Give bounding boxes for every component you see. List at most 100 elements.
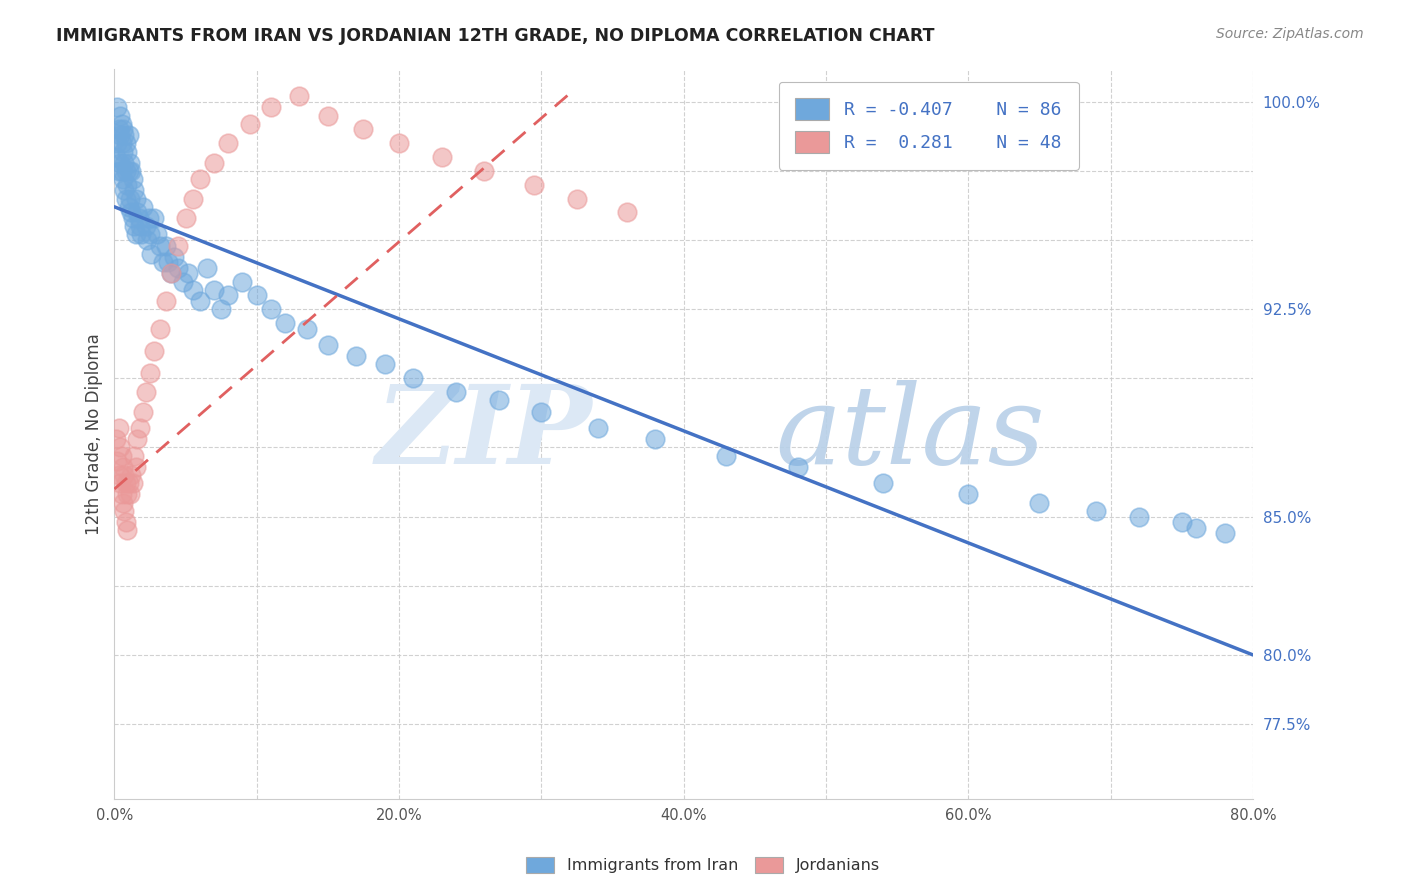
Point [288,89,311,103]
Point [353,122,375,136]
Point [124,449,146,463]
Point [523,178,546,192]
Point [110,164,132,178]
Point [430,150,453,164]
Point [108,128,131,142]
Point [127,432,149,446]
Point [115,178,138,192]
Text: Source: ZipAtlas.com: Source: ZipAtlas.com [1216,27,1364,41]
Point [104,432,127,446]
Point [1213,526,1236,541]
Point [167,260,190,275]
Point [104,150,127,164]
Point [112,504,135,518]
Y-axis label: 12th Grade, No Diploma: 12th Grade, No Diploma [86,333,103,534]
Point [444,385,467,400]
Point [217,288,239,302]
Point [132,404,155,418]
Point [124,219,146,234]
Point [114,136,136,151]
Point [121,205,143,219]
Point [872,476,894,491]
Point [231,275,253,289]
Point [143,343,166,358]
Text: ZIP: ZIP [375,380,592,487]
Point [112,155,135,169]
Text: IMMIGRANTS FROM IRAN VS JORDANIAN 12TH GRADE, NO DIPLOMA CORRELATION CHART: IMMIGRANTS FROM IRAN VS JORDANIAN 12TH G… [56,27,935,45]
Point [120,155,142,169]
Point [374,358,396,372]
Point [107,421,129,435]
Point [122,172,145,186]
Point [177,266,200,280]
Point [136,233,159,247]
Point [588,421,610,435]
Text: atlas: atlas [775,380,1045,487]
Point [110,117,132,131]
Point [108,155,131,169]
Point [157,255,180,269]
Point [163,250,186,264]
Point [149,238,172,252]
Point [139,227,162,242]
Point [108,476,131,491]
Point [260,100,283,114]
Point [146,227,169,242]
Point [105,136,128,151]
Point [112,468,135,483]
Point [239,117,262,131]
Point [246,288,269,302]
Point [274,316,297,330]
Point [530,404,553,418]
Point [135,219,157,234]
Point [114,476,136,491]
Point [202,155,225,169]
Point [181,283,204,297]
Point [1128,509,1150,524]
Point [110,449,132,463]
Point [139,366,162,380]
Point [644,432,666,446]
Point [111,145,134,159]
Point [114,192,136,206]
Legend: R = -0.407    N = 86, R =  0.281    N = 48: R = -0.407 N = 86, R = 0.281 N = 48 [779,81,1078,169]
Point [616,205,638,219]
Point [107,122,129,136]
Point [125,192,148,206]
Point [152,255,174,269]
Point [125,227,148,242]
Point [115,487,138,501]
Point [188,293,211,308]
Point [111,172,134,186]
Point [120,192,142,206]
Point [111,496,134,510]
Point [138,211,160,225]
Point [716,449,738,463]
Point [114,164,136,178]
Point [107,468,129,483]
Point [143,211,166,225]
Point [167,238,190,252]
Point [474,164,496,178]
Point [217,136,239,151]
Point [344,349,367,363]
Point [132,200,155,214]
Point [388,136,411,151]
Point [105,454,128,468]
Point [131,227,153,242]
Point [108,441,131,455]
Point [1085,504,1108,518]
Point [124,183,146,197]
Point [565,192,588,206]
Point [114,515,136,529]
Point [122,211,145,225]
Point [112,183,135,197]
Point [105,100,128,114]
Point [149,321,172,335]
Point [402,371,425,385]
Point [316,338,339,352]
Point [160,266,183,280]
Point [316,109,339,123]
Point [786,459,808,474]
Point [135,385,157,400]
